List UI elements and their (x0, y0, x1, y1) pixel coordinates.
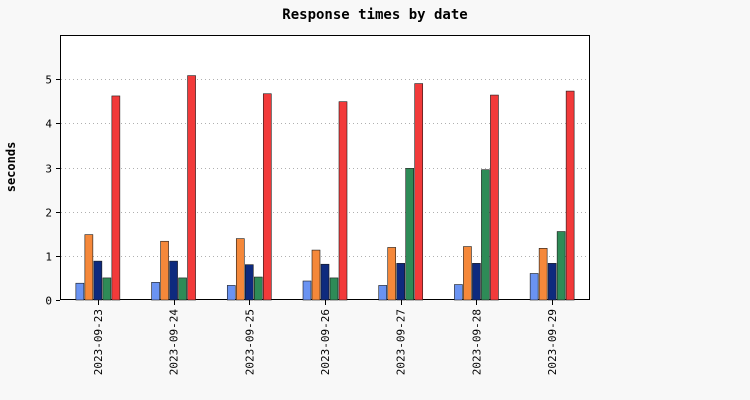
bar (538, 248, 548, 301)
bar (311, 249, 321, 301)
bar (84, 234, 94, 301)
y-axis-label: seconds (4, 142, 18, 193)
bar (414, 83, 424, 301)
y-tick-label: 3 (45, 163, 52, 176)
bar (93, 260, 103, 301)
bar (160, 240, 169, 301)
bars (75, 75, 575, 301)
x-tick-label: 2023-09-28 (470, 309, 483, 375)
bar (102, 277, 112, 301)
bar (320, 263, 330, 301)
x-tick-label: 2023-09-27 (395, 309, 408, 375)
bar (169, 260, 178, 301)
y-tick-label: 0 (45, 295, 52, 308)
bar (387, 247, 397, 301)
bar (463, 246, 472, 301)
bar (178, 277, 187, 301)
bar (378, 285, 388, 301)
bar (302, 280, 312, 301)
x-tick-label: 2023-09-25 (243, 309, 256, 375)
x-axis: 2023-09-23 2023-09-24 2023-09-25 2023-09-26… (92, 300, 559, 375)
bar (396, 263, 406, 301)
bar (490, 94, 499, 301)
bar (187, 75, 196, 301)
y-tick-label: 4 (45, 118, 52, 131)
plot-area (60, 35, 590, 300)
y-tick-label: 5 (45, 74, 52, 87)
bar (253, 276, 263, 301)
bar (226, 285, 236, 301)
y-axis: 0 1 2 3 4 5 (45, 74, 60, 308)
bar (547, 263, 557, 301)
chart-title: Response times by date (282, 7, 467, 23)
bar (338, 101, 348, 301)
bar (262, 93, 272, 301)
bar (244, 264, 254, 301)
bar (235, 238, 245, 301)
x-tick-label: 2023-09-26 (319, 309, 332, 375)
bar (472, 263, 481, 301)
bar (529, 273, 539, 301)
bar (111, 95, 121, 301)
x-tick-label: 2023-09-23 (92, 309, 105, 375)
bar (565, 90, 575, 301)
bar (151, 282, 160, 301)
bar (329, 277, 339, 301)
y-tick-label: 1 (45, 251, 52, 264)
x-tick-label: 2023-09-24 (168, 309, 181, 376)
x-tick-label: 2023-09-29 (546, 309, 559, 375)
bar (454, 284, 463, 301)
bar (481, 169, 490, 301)
bar (556, 231, 566, 301)
y-tick-label: 2 (45, 207, 52, 220)
bar (75, 282, 85, 301)
bar (405, 168, 415, 301)
grid-lines (61, 79, 589, 257)
